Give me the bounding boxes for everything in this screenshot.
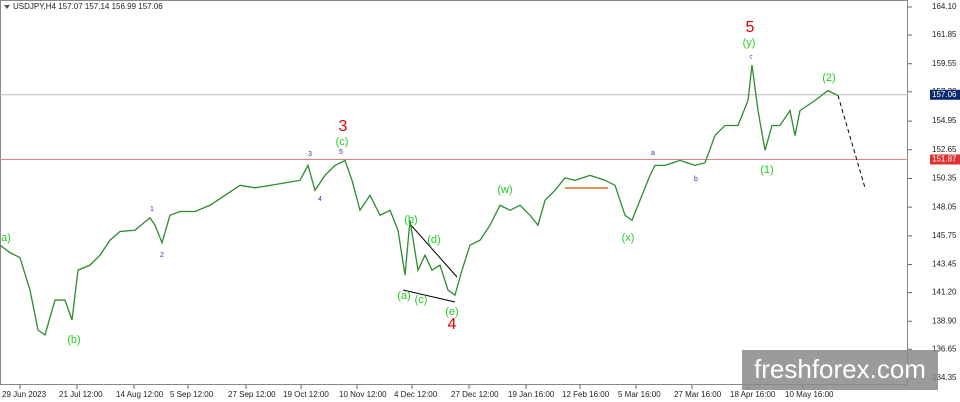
wave-label: (2) [822, 72, 835, 84]
wave-label: 4 [318, 196, 322, 203]
x-tick-label: 27 Mar 16:00 [674, 390, 722, 399]
x-tick-label: 10 May 16:00 [785, 390, 834, 399]
y-tick-label: 148.05 [932, 202, 957, 211]
wave-label: 4 [448, 316, 457, 333]
y-tick-label: 164.10 [932, 2, 957, 11]
wave-label: (a) [397, 290, 410, 302]
x-tick-label: 21 Jul 12:00 [59, 390, 103, 399]
y-tick-label: 152.65 [932, 145, 957, 154]
x-tick-label: 4 Dec 12:00 [394, 390, 438, 399]
y-tick-label: 154.95 [932, 116, 957, 125]
y-tick-label: 145.75 [932, 231, 957, 240]
title-icon [4, 5, 10, 9]
y-tick-label: 150.35 [932, 174, 957, 183]
y-tick-label: 143.45 [932, 260, 957, 269]
wave-label: 1 [150, 206, 154, 213]
level-label: 151.87 [932, 155, 957, 164]
wave-label: b [694, 176, 698, 183]
wave-label: a [651, 150, 655, 157]
wave-label: c [750, 55, 753, 61]
x-tick-label: 12 Feb 16:00 [562, 390, 610, 399]
wave-label: (c) [415, 294, 428, 306]
y-tick-label: 138.90 [932, 316, 957, 325]
y-tick-label: 136.65 [932, 344, 957, 353]
wave-label: (b) [67, 334, 80, 346]
watermark-box [742, 350, 938, 390]
chart-title: USDJPY,H4 157.07 157.14 156.99 157.06 [13, 2, 163, 11]
x-tick-label: 19 Jan 16:00 [508, 390, 555, 399]
x-tick-label: 5 Sep 12:00 [170, 390, 214, 399]
x-tick-label: 5 Mar 16:00 [618, 390, 661, 399]
wave-label: (e) [445, 306, 458, 318]
wave-label: (x) [622, 232, 635, 244]
wave-label: (d) [427, 234, 440, 246]
y-tick-label: 159.55 [932, 59, 957, 68]
level-box [930, 154, 960, 165]
wave-label: (1) [760, 164, 773, 176]
watermark: freshforex.com [754, 354, 926, 384]
x-tick-label: 10 Nov 12:00 [339, 390, 387, 399]
wave-label: a) [1, 232, 11, 244]
y-tick-label: 141.20 [932, 288, 957, 297]
wave-label: (w) [497, 184, 512, 196]
x-tick-label: 29 Jun 2023 [2, 390, 47, 399]
wave-label: 2 [160, 252, 164, 259]
wave-label: (y) [743, 37, 756, 49]
x-tick-label: 27 Sep 12:00 [228, 390, 276, 399]
y-tick-label: 161.85 [932, 30, 957, 39]
wave-label: (c) [336, 136, 349, 148]
wave-label: 5 [339, 149, 343, 156]
plot-frame [0, 0, 908, 385]
x-tick-label: 27 Dec 12:00 [451, 390, 499, 399]
wave-label: 3 [308, 151, 312, 158]
wave-label: 5 [746, 19, 755, 36]
wave-label: (b) [404, 214, 417, 226]
x-tick-label: 14 Aug 12:00 [116, 390, 164, 399]
price-line [0, 64, 839, 337]
level-label: 157.06 [932, 90, 957, 99]
forecast-line [837, 95, 866, 188]
y-tick-label: 134.35 [932, 373, 957, 382]
wave-label: 3 [339, 118, 348, 135]
triangle-line [402, 289, 456, 303]
level-box [930, 89, 960, 100]
x-tick-label: 18 Apr 16:00 [730, 390, 776, 399]
x-tick-label: 19 Oct 12:00 [283, 390, 329, 399]
triangle-line [409, 223, 458, 278]
